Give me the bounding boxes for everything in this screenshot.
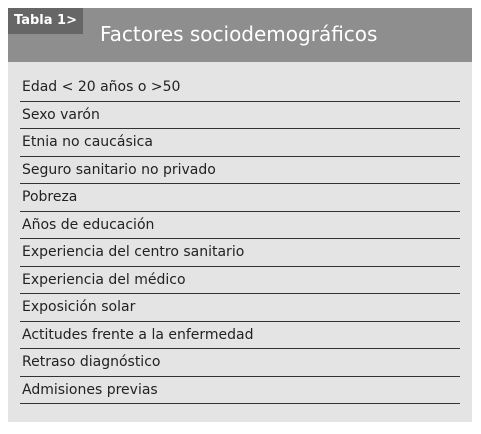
table-row: Sexo varón (20, 102, 460, 129)
table-title: Factores sociodemográficos (100, 22, 378, 46)
table-row: Años de educación (20, 212, 460, 239)
table-row: Retraso diagnóstico (20, 349, 460, 377)
table-rows: Edad < 20 años o >50 Sexo varón Etnia no c… (20, 74, 460, 404)
table-row: Experiencia del centro sanitario (20, 239, 460, 267)
table: Tabla 1> Factores sociodemográficos Edad… (8, 8, 472, 422)
table-row: Etnia no caucásica (20, 129, 460, 157)
table-row: Seguro sanitario no privado (20, 157, 460, 184)
table-row: Admisiones previas (20, 377, 460, 404)
table-row: Actitudes frente a la enfermedad (20, 322, 460, 349)
table-header: Tabla 1> Factores sociodemográficos (8, 8, 472, 62)
table-row: Edad < 20 años o >50 (20, 74, 460, 102)
table-row: Experiencia del médico (20, 267, 460, 294)
table-label: Tabla 1> (8, 8, 83, 34)
table-row: Pobreza (20, 184, 460, 212)
table-row: Exposición solar (20, 294, 460, 322)
